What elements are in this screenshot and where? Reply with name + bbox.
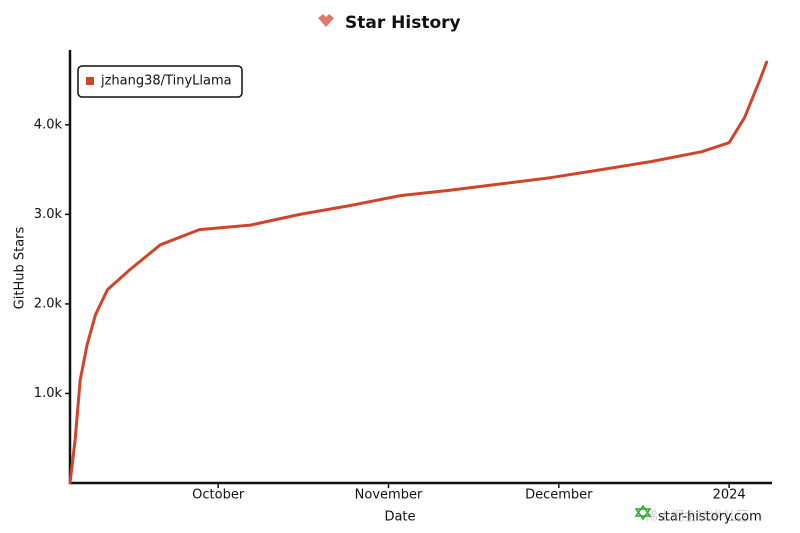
x-tick-label: October [192,488,245,503]
legend-label: jzhang38/TinyLlama [100,74,232,89]
logo [318,14,334,27]
y-tick-label: 1.0k [34,386,63,401]
y-axis-label: GitHub Stars [13,226,28,309]
series-line [68,60,769,485]
x-axis-label: Date [384,510,415,525]
legend: jzhang38/TinyLlama [77,65,243,98]
legend-box [77,65,243,98]
watermark-text: star-history.com [658,510,762,525]
x-tick-label: 2024 [713,488,746,503]
watermark: star-history.com 稀土掘金技术社区 [634,504,762,525]
legend-swatch [86,77,94,85]
x-tick-label: November [355,488,423,503]
chart-title: Star History [345,13,461,33]
overlay-watermark: 稀土掘金技术社区 [645,509,749,525]
x-tick-label: December [525,488,593,503]
y-tick-label: 2.0k [34,296,63,311]
y-tick-label: 4.0k [34,117,63,132]
y-tick-label: 3.0k [34,207,63,222]
